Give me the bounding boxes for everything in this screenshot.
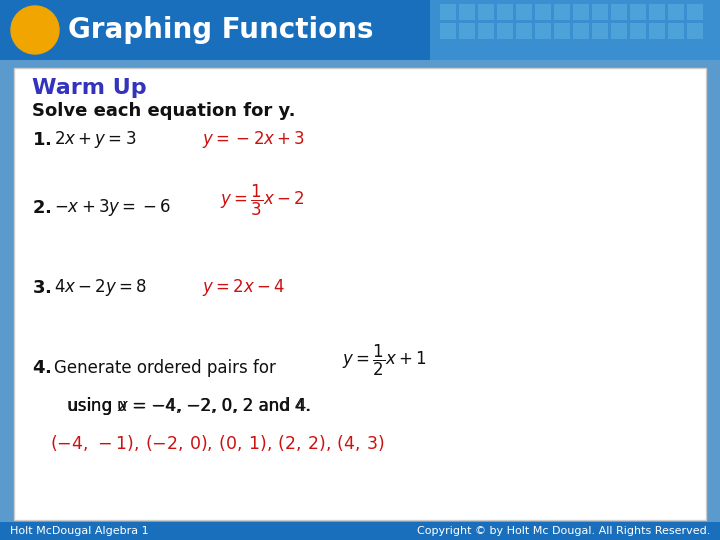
Text: $y = -2x + 3$: $y = -2x + 3$ [202, 130, 305, 151]
Circle shape [11, 6, 59, 54]
FancyBboxPatch shape [649, 4, 665, 20]
FancyBboxPatch shape [516, 4, 532, 20]
FancyBboxPatch shape [573, 4, 589, 20]
Text: $\mathbf{2.}$: $\mathbf{2.}$ [32, 199, 52, 217]
FancyBboxPatch shape [497, 4, 513, 20]
Text: $\mathbf{1.}$: $\mathbf{1.}$ [32, 131, 52, 149]
FancyBboxPatch shape [611, 4, 627, 20]
FancyBboxPatch shape [649, 23, 665, 39]
FancyBboxPatch shape [0, 0, 720, 60]
Text: using $x$ = $-$4, $-$2, 0, 2 and 4.: using $x$ = $-$4, $-$2, 0, 2 and 4. [67, 395, 311, 417]
Text: $2x + y = 3$: $2x + y = 3$ [54, 130, 136, 151]
Text: $y = \dfrac{1}{2}x + 1$: $y = \dfrac{1}{2}x + 1$ [342, 342, 427, 377]
Text: Copyright © by Holt Mc Dougal. All Rights Reserved.: Copyright © by Holt Mc Dougal. All Right… [417, 526, 710, 536]
FancyBboxPatch shape [459, 23, 475, 39]
Text: Holt McDougal Algebra 1: Holt McDougal Algebra 1 [10, 526, 148, 536]
Text: $\mathbf{4.}$: $\mathbf{4.}$ [32, 359, 52, 377]
FancyBboxPatch shape [440, 23, 456, 39]
FancyBboxPatch shape [459, 4, 475, 20]
Text: $-x + 3y = -6$: $-x + 3y = -6$ [54, 198, 171, 219]
Text: $y = \dfrac{1}{3}x - 2$: $y = \dfrac{1}{3}x - 2$ [220, 183, 305, 218]
Text: $(-4,\,-1),\,(-2,\,0),\,(0,\,1),\,(2,\,2),\,(4,\,3)$: $(-4,\,-1),\,(-2,\,0),\,(0,\,1),\,(2,\,2… [50, 433, 384, 453]
FancyBboxPatch shape [497, 23, 513, 39]
Text: $\mathbf{3.}$: $\mathbf{3.}$ [32, 279, 52, 297]
FancyBboxPatch shape [516, 23, 532, 39]
Text: Warm Up: Warm Up [32, 78, 147, 98]
FancyBboxPatch shape [668, 4, 684, 20]
FancyBboxPatch shape [478, 23, 494, 39]
FancyBboxPatch shape [573, 23, 589, 39]
FancyBboxPatch shape [687, 23, 703, 39]
FancyBboxPatch shape [440, 4, 456, 20]
FancyBboxPatch shape [430, 0, 720, 60]
Text: $4x - 2y = 8$: $4x - 2y = 8$ [54, 278, 147, 299]
FancyBboxPatch shape [687, 4, 703, 20]
Text: Graphing Functions: Graphing Functions [68, 16, 374, 44]
FancyBboxPatch shape [611, 23, 627, 39]
FancyBboxPatch shape [478, 4, 494, 20]
FancyBboxPatch shape [630, 23, 646, 39]
FancyBboxPatch shape [668, 23, 684, 39]
FancyBboxPatch shape [592, 23, 608, 39]
FancyBboxPatch shape [535, 4, 551, 20]
Text: using υ = −4, −2, 0, 2 and 4.: using υ = −4, −2, 0, 2 and 4. [67, 397, 310, 415]
FancyBboxPatch shape [630, 4, 646, 20]
FancyBboxPatch shape [14, 68, 706, 520]
FancyBboxPatch shape [554, 4, 570, 20]
FancyBboxPatch shape [554, 23, 570, 39]
FancyBboxPatch shape [592, 4, 608, 20]
Text: Solve each equation for y.: Solve each equation for y. [32, 102, 295, 120]
Text: Generate ordered pairs for: Generate ordered pairs for [54, 359, 276, 377]
FancyBboxPatch shape [535, 23, 551, 39]
FancyBboxPatch shape [0, 522, 720, 540]
Text: $y = 2x - 4$: $y = 2x - 4$ [202, 278, 285, 299]
